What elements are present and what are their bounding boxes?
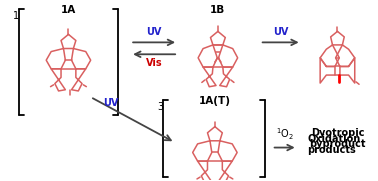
Text: Oxidation
products: Oxidation products xyxy=(308,134,361,155)
Text: $^{1}$O$_{2}$: $^{1}$O$_{2}$ xyxy=(276,126,294,142)
Text: 1A(T): 1A(T) xyxy=(199,96,231,106)
Text: 1A: 1A xyxy=(61,5,76,15)
Text: 1B: 1B xyxy=(210,5,226,15)
Text: UV: UV xyxy=(273,27,288,37)
Text: 3: 3 xyxy=(157,102,163,112)
Text: 1: 1 xyxy=(12,11,19,21)
Text: UV: UV xyxy=(103,98,118,108)
Text: Vis: Vis xyxy=(146,58,163,68)
Text: Dyotropic
byproduct: Dyotropic byproduct xyxy=(309,128,366,149)
Text: UV: UV xyxy=(146,27,162,37)
